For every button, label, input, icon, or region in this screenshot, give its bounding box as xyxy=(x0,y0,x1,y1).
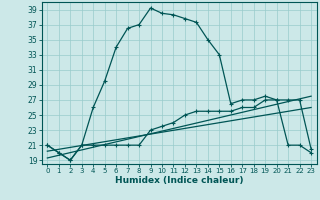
X-axis label: Humidex (Indice chaleur): Humidex (Indice chaleur) xyxy=(115,176,244,185)
